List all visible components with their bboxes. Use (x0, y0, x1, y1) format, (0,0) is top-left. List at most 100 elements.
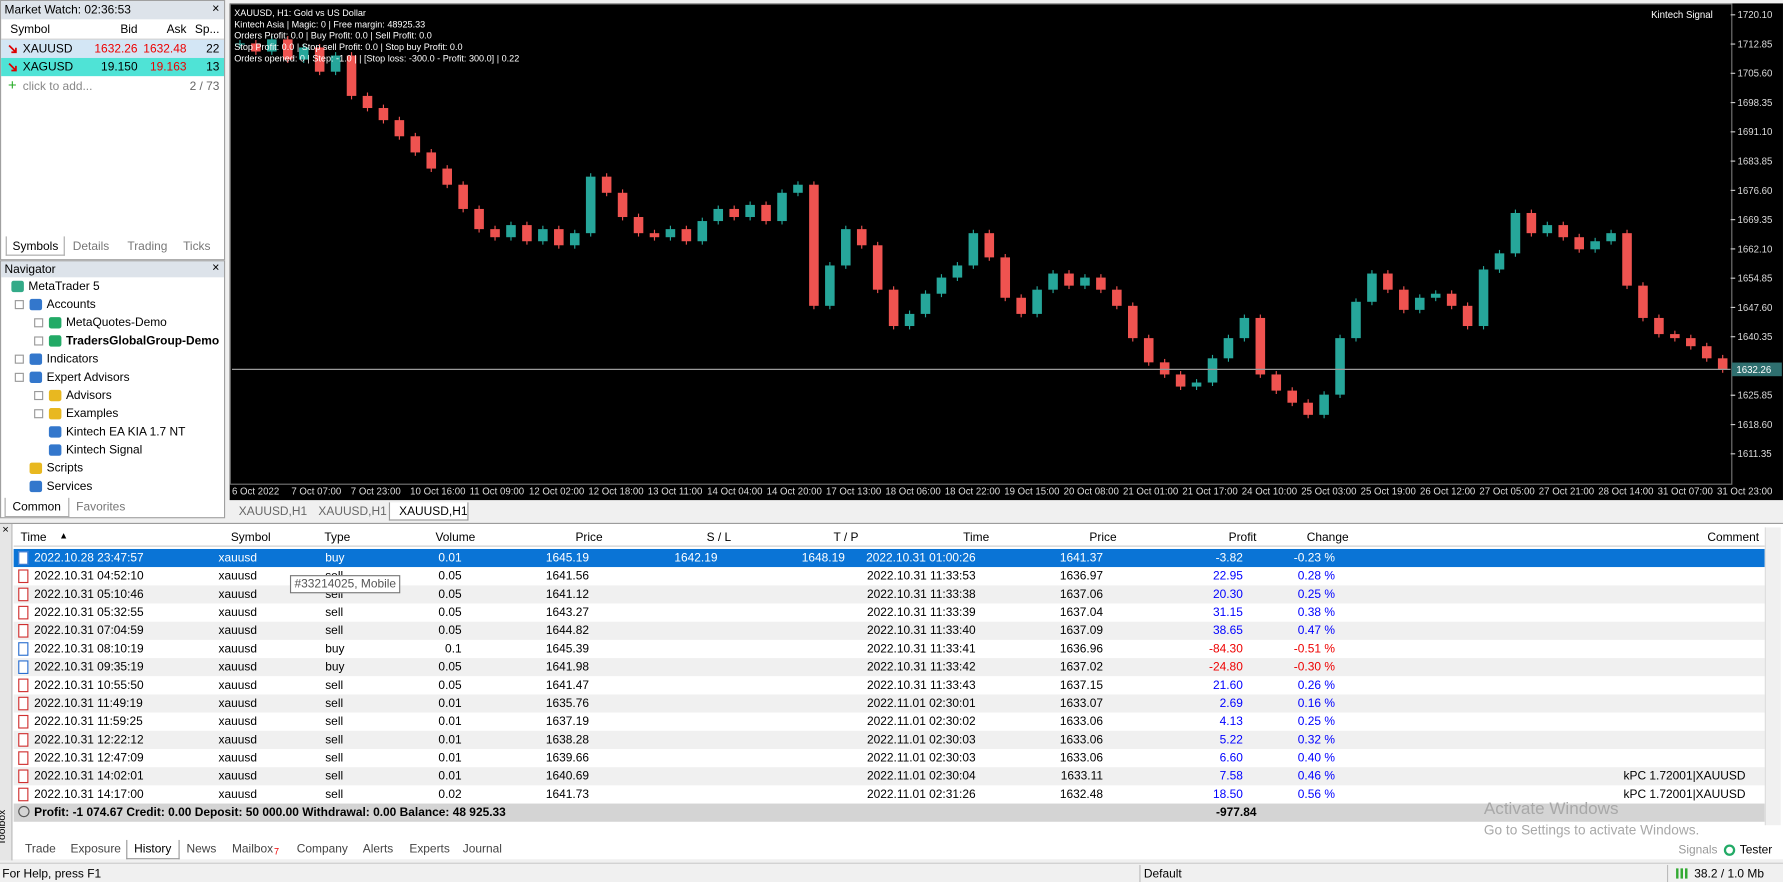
symbol-row[interactable]: XAGUSD 19.150 19.163 13 (1, 57, 225, 77)
history-row[interactable]: 2022.10.31 11:59:25 xauusd sell 0.01 1637.19… (13, 712, 1765, 731)
tester-button[interactable]: Tester (1739, 843, 1773, 857)
cell: 2022.10.31 14:17:00 (34, 787, 144, 802)
cell: -0.23 % (1293, 551, 1335, 565)
history-row[interactable]: 2022.10.31 11:49:19 xauusd sell 0.01 1635.76… (13, 694, 1765, 713)
close-button[interactable]: × (212, 261, 220, 276)
tab[interactable]: Common (4, 497, 69, 518)
summary-text: Profit: -1 074.67 Credit: 0.00 Deposit: … (34, 805, 506, 820)
history-row[interactable]: 2022.10.31 05:32:55 xauusd sell 0.05 1643.27… (13, 603, 1765, 622)
column-header[interactable]: S / L (706, 530, 732, 545)
candle-body (984, 233, 995, 258)
tab[interactable]: Favorites (76, 500, 126, 514)
cell: 2022.10.31 07:04:59 (34, 623, 144, 638)
tab[interactable]: Alerts (362, 842, 394, 856)
history-row[interactable]: 2022.10.31 09:35:19 xauusd buy 0.05 1641.98 2… (13, 658, 1765, 677)
symbol-row[interactable]: XAUUSD 1632.26 1632.48 22 (1, 39, 225, 58)
expand-box[interactable] (14, 354, 24, 364)
tab[interactable]: Ticks (183, 239, 211, 254)
chart-tab[interactable]: XAUUSD,H1 (318, 504, 387, 519)
column-header[interactable]: Profit (1228, 530, 1257, 545)
history-row[interactable]: 2022.10.28 23:47:57 xauusd buy 0.01 1645.19 1… (13, 548, 1765, 568)
history-row[interactable]: 2022.10.31 10:55:50 xauusd sell 0.05 1641.47… (13, 676, 1765, 695)
tab[interactable]: Details (72, 239, 110, 254)
column-header[interactable]: Comment (1707, 530, 1760, 545)
column-header[interactable]: Time (963, 530, 990, 545)
expand-box[interactable] (14, 300, 24, 310)
history-row[interactable]: 2022.10.31 08:10:19 xauusd buy 0.1 1645.39 20… (13, 639, 1765, 659)
tree-item[interactable]: MetaQuotes-Demo (65, 315, 167, 330)
candle-body (1207, 358, 1218, 383)
tab[interactable]: Exposure (70, 842, 121, 856)
tree-item[interactable]: Advisors (65, 388, 112, 403)
cell: 2022.10.31 05:10:46 (34, 587, 144, 602)
tree-item[interactable]: Indicators (46, 352, 99, 366)
column-header[interactable]: Change (1306, 530, 1349, 545)
tab[interactable]: Mailbox (231, 842, 274, 856)
status-help: For Help, press F1 (2, 867, 102, 881)
history-row[interactable]: 2022.10.31 14:17:00 xauusd sell 0.02 1641.73… (13, 785, 1765, 804)
tab[interactable]: History (126, 839, 180, 860)
candle-body (1191, 382, 1202, 387)
candle-body (856, 229, 867, 246)
close-button[interactable]: × (2, 523, 9, 537)
tree-item[interactable]: Kintech EA KIA 1.7 NT (65, 425, 186, 439)
cell: 18.50 (1212, 787, 1243, 802)
separator (1139, 864, 1141, 882)
plot-border (229, 3, 1733, 485)
tab[interactable]: Company (296, 842, 348, 856)
tree-item[interactable]: Expert Advisors (46, 370, 130, 385)
chart-tab[interactable]: XAUUSD,H1 (238, 504, 308, 519)
column-header[interactable]: T / P (833, 530, 859, 545)
expand-box[interactable] (34, 390, 44, 401)
signals-button[interactable]: Signals (1678, 843, 1718, 857)
expand-box[interactable] (34, 336, 44, 346)
cell: 1637.19 (545, 714, 590, 729)
bid-label-box (1731, 362, 1782, 377)
cell: 0.01 (438, 751, 462, 765)
candle-body (1526, 212, 1537, 234)
candle-body (1159, 362, 1170, 375)
candle-body (697, 221, 708, 242)
column-header[interactable]: Symbol (230, 530, 271, 545)
history-row[interactable]: 2022.10.31 12:47:09 xauusd sell 0.01 1639.66… (13, 749, 1765, 768)
candle-body (1255, 317, 1266, 375)
tab[interactable]: Symbols (5, 236, 66, 256)
expand-box[interactable] (14, 372, 24, 382)
candle-body (745, 204, 755, 218)
candle-body (952, 265, 963, 278)
history-row[interactable]: 2022.10.31 05:10:46 xauusd sell 0.05 1641.12… (13, 585, 1765, 604)
tree-item[interactable]: Services (46, 479, 93, 494)
candle-body (1701, 346, 1712, 359)
history-row[interactable]: 2022.10.31 12:22:12 xauusd sell 0.01 1638.28… (13, 730, 1765, 750)
column-header[interactable]: Type (324, 530, 351, 545)
expand-box[interactable] (34, 318, 44, 328)
column-header[interactable]: Time (20, 530, 47, 545)
tab[interactable]: News (186, 842, 217, 856)
history-row[interactable]: 2022.10.31 14:02:01 xauusd sell 0.01 1640.69… (13, 767, 1765, 786)
tree-item[interactable]: Scripts (46, 461, 84, 476)
add-symbol[interactable]: click to add... (22, 79, 93, 94)
tree-item[interactable]: TradersGlobalGroup-Demo (65, 334, 220, 348)
tab[interactable]: Trading (127, 239, 168, 254)
chart-tab[interactable]: XAUUSD,H1 (388, 502, 469, 521)
tree-item[interactable]: MetaTrader 5 (28, 279, 100, 294)
column-header[interactable]: Volume (435, 530, 476, 545)
y-tick-label: 1712.85 (1737, 39, 1772, 50)
history-row[interactable]: 2022.10.31 04:52:10xauusdsell0.051641.56… (13, 567, 1765, 586)
tree-item[interactable]: Kintech Signal (65, 443, 143, 457)
cell: 0.38 % (1297, 605, 1335, 620)
candle-body (1127, 305, 1138, 339)
history-row[interactable]: 2022.10.31 07:04:59 xauusd sell 0.05 1644.82… (13, 621, 1765, 640)
tree-item[interactable]: Examples (65, 406, 119, 421)
tree-item[interactable]: Accounts (46, 297, 96, 312)
expand-box[interactable] (34, 409, 44, 419)
tab[interactable]: Trade (25, 842, 56, 856)
scrollbar (1764, 527, 1781, 826)
column-header[interactable]: Price (1089, 530, 1117, 545)
tab[interactable]: Experts (409, 842, 450, 856)
ask-price: 1632.48 (143, 42, 187, 56)
cell: 21.60 (1212, 678, 1243, 693)
tab[interactable]: Journal (462, 842, 502, 856)
column-header[interactable]: Price (575, 530, 603, 545)
close-button[interactable]: × (212, 2, 220, 16)
